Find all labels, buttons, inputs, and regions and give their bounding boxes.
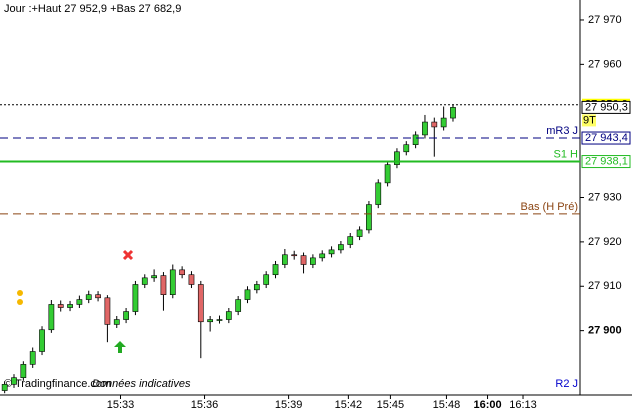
candle-body [403,144,410,153]
period-tag: 9T [583,114,596,126]
level-tag: 27 943,4 [585,132,628,144]
indicator-dot [17,290,23,296]
candle-body [263,274,270,285]
candle-body [39,329,45,352]
candle-body [450,107,456,119]
y-tick-label: 27 900 [588,325,622,337]
candle-body [48,304,55,331]
y-tick-label: 27 920 [588,236,622,248]
indicator-dot [17,299,23,305]
level-name: Bas (H Pré) [521,201,578,213]
x-tick-label: 15:42 [335,399,363,411]
x-tick-label: 16:00 [473,399,501,411]
level-tag-box [581,155,631,169]
candle-body [20,364,27,378]
y-tick-label: 27 960 [588,58,622,70]
candle-body [235,299,242,312]
candle-body [1,384,8,391]
signal-buy [114,341,126,353]
candle-body [394,151,400,165]
footer-note: Données indicatives [92,378,191,390]
level-tag-box [581,131,631,145]
x-tick-label: 15:33 [107,399,135,411]
candle-body [384,164,391,184]
candle-body [225,311,232,320]
candle-body [253,284,260,291]
level-name: R2 J [555,378,578,390]
candle-body [366,204,372,231]
candle-body [272,264,279,276]
candle-body [95,294,101,299]
candle-body [29,351,36,365]
plot [1,104,456,394]
x-tick-label: 15:36 [191,399,219,411]
x-tick-label: 16:13 [509,399,537,411]
candle-body [281,254,288,265]
candle-body [188,274,195,285]
y-tick-label: 27 930 [588,191,622,203]
candle-body [179,269,185,276]
candle-body [197,284,204,323]
candle-body [216,319,223,321]
candle-body [104,297,111,325]
candle-body [291,254,298,257]
candle-body [328,249,335,255]
candle-body [151,275,157,279]
signal-sell [122,249,134,261]
candle-body [67,304,73,308]
candle-body [207,319,214,323]
level-name: mR3 J [546,125,578,137]
candle-body [347,236,354,245]
x-tick-label: 15:45 [377,399,405,411]
last-tag-box [581,100,631,114]
x-tick-label: 15:48 [433,399,461,411]
last-tag: 27 950,3 [585,101,628,113]
candle-body [132,284,139,312]
candle-body [310,257,316,265]
x-tick-label: 15:39 [275,399,303,411]
candle-body [76,299,83,305]
header: Jour :+Haut 27 952,9 +Bas 27 682,9 [4,3,181,15]
candle-body [85,294,92,300]
candle-body [431,121,438,128]
candle-body [375,182,382,205]
candle-body [11,377,17,385]
candle-body [356,229,363,237]
candle-body [319,253,326,259]
level-tag: 27 938,1 [585,155,628,167]
y-tick-label: 27 910 [588,280,622,292]
period-tag-box [582,114,596,127]
level-name: S1 H [554,148,579,160]
candle-body [422,121,428,136]
candle-body [412,134,419,145]
candle-body [160,275,167,295]
candle-body [169,269,176,295]
candle-body [244,289,251,300]
candle-body [338,244,344,251]
candle-body [141,277,148,285]
y-tick-label: 27 970 [588,14,622,26]
candle-body [440,117,447,128]
candle-body [300,255,307,265]
candle-body [123,311,129,320]
candle-body [57,304,64,308]
candle-body [113,319,120,325]
footer: © Tradingfinance.com [4,378,111,390]
